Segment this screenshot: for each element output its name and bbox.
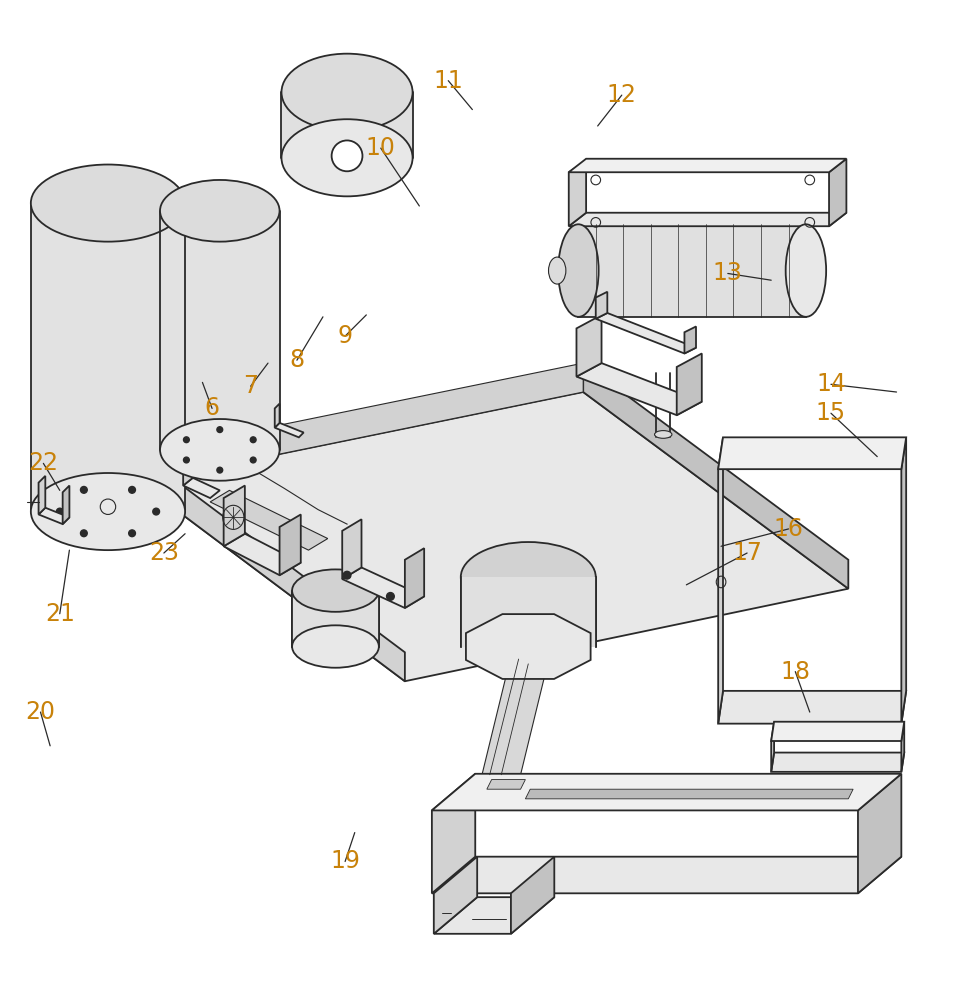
Polygon shape bbox=[596, 313, 696, 353]
Polygon shape bbox=[434, 857, 477, 934]
Polygon shape bbox=[578, 224, 806, 317]
Polygon shape bbox=[432, 774, 475, 893]
Polygon shape bbox=[684, 326, 696, 353]
Ellipse shape bbox=[655, 431, 672, 438]
Polygon shape bbox=[569, 161, 586, 226]
Polygon shape bbox=[466, 614, 591, 679]
Circle shape bbox=[183, 457, 189, 463]
FancyBboxPatch shape bbox=[31, 203, 185, 512]
Text: 18: 18 bbox=[780, 660, 811, 684]
Text: 13: 13 bbox=[713, 261, 742, 285]
Polygon shape bbox=[183, 447, 193, 486]
Text: 12: 12 bbox=[607, 83, 636, 107]
Polygon shape bbox=[342, 519, 362, 579]
Text: 14: 14 bbox=[817, 372, 845, 396]
Circle shape bbox=[183, 437, 189, 443]
Ellipse shape bbox=[292, 569, 379, 612]
Ellipse shape bbox=[558, 224, 599, 317]
Ellipse shape bbox=[549, 257, 566, 284]
Circle shape bbox=[80, 530, 87, 537]
Polygon shape bbox=[432, 774, 901, 810]
Polygon shape bbox=[224, 534, 301, 575]
Circle shape bbox=[343, 571, 351, 579]
Circle shape bbox=[217, 427, 223, 433]
Text: 19: 19 bbox=[331, 850, 360, 874]
Polygon shape bbox=[858, 774, 901, 893]
Polygon shape bbox=[525, 789, 853, 799]
Ellipse shape bbox=[786, 224, 826, 317]
Polygon shape bbox=[281, 92, 413, 158]
Polygon shape bbox=[482, 656, 549, 775]
Polygon shape bbox=[39, 476, 45, 514]
Polygon shape bbox=[829, 159, 846, 226]
Polygon shape bbox=[160, 211, 280, 450]
Text: 17: 17 bbox=[733, 541, 762, 565]
Ellipse shape bbox=[281, 119, 413, 196]
Text: 10: 10 bbox=[366, 136, 395, 160]
Circle shape bbox=[129, 486, 135, 493]
Text: 11: 11 bbox=[434, 69, 463, 93]
Text: 15: 15 bbox=[816, 401, 846, 425]
Ellipse shape bbox=[292, 625, 379, 668]
Ellipse shape bbox=[31, 165, 185, 242]
Circle shape bbox=[217, 467, 223, 473]
Polygon shape bbox=[183, 478, 220, 498]
Polygon shape bbox=[901, 722, 904, 772]
Polygon shape bbox=[677, 353, 702, 415]
Circle shape bbox=[251, 437, 256, 443]
Polygon shape bbox=[39, 508, 69, 524]
Polygon shape bbox=[718, 691, 906, 724]
Ellipse shape bbox=[461, 542, 596, 612]
Text: 7: 7 bbox=[243, 374, 258, 398]
Polygon shape bbox=[140, 454, 405, 681]
Polygon shape bbox=[432, 857, 901, 893]
Polygon shape bbox=[576, 315, 602, 377]
Text: 6: 6 bbox=[204, 396, 220, 420]
Ellipse shape bbox=[281, 54, 413, 131]
Polygon shape bbox=[576, 363, 702, 415]
Text: 22: 22 bbox=[28, 451, 59, 475]
Polygon shape bbox=[275, 423, 304, 437]
Circle shape bbox=[56, 508, 64, 515]
Polygon shape bbox=[342, 567, 424, 608]
Text: 20: 20 bbox=[25, 700, 56, 724]
Polygon shape bbox=[405, 548, 424, 608]
Circle shape bbox=[129, 530, 135, 537]
Polygon shape bbox=[487, 780, 525, 789]
Text: 23: 23 bbox=[148, 541, 179, 565]
Polygon shape bbox=[596, 292, 607, 319]
Polygon shape bbox=[292, 591, 379, 647]
Polygon shape bbox=[771, 722, 774, 772]
Polygon shape bbox=[569, 159, 846, 172]
Circle shape bbox=[81, 486, 88, 493]
Polygon shape bbox=[569, 213, 846, 226]
Polygon shape bbox=[224, 486, 245, 546]
Polygon shape bbox=[140, 392, 848, 681]
Text: 21: 21 bbox=[45, 602, 74, 626]
Ellipse shape bbox=[160, 180, 280, 242]
Polygon shape bbox=[718, 437, 906, 469]
Circle shape bbox=[152, 508, 160, 515]
Polygon shape bbox=[280, 514, 301, 575]
Text: 8: 8 bbox=[289, 348, 305, 372]
Polygon shape bbox=[461, 577, 596, 647]
Circle shape bbox=[251, 457, 256, 463]
Text: 16: 16 bbox=[774, 517, 803, 541]
Polygon shape bbox=[210, 490, 328, 550]
Circle shape bbox=[332, 140, 362, 171]
Polygon shape bbox=[718, 437, 723, 724]
Ellipse shape bbox=[160, 419, 280, 481]
Polygon shape bbox=[771, 722, 904, 741]
Polygon shape bbox=[901, 437, 906, 724]
Polygon shape bbox=[140, 363, 583, 483]
Ellipse shape bbox=[31, 473, 185, 550]
Polygon shape bbox=[771, 753, 904, 772]
Circle shape bbox=[387, 593, 394, 600]
Polygon shape bbox=[63, 486, 69, 524]
Polygon shape bbox=[434, 897, 554, 934]
Polygon shape bbox=[583, 363, 848, 589]
Text: 9: 9 bbox=[337, 324, 353, 348]
Polygon shape bbox=[275, 404, 280, 428]
Polygon shape bbox=[511, 857, 554, 934]
